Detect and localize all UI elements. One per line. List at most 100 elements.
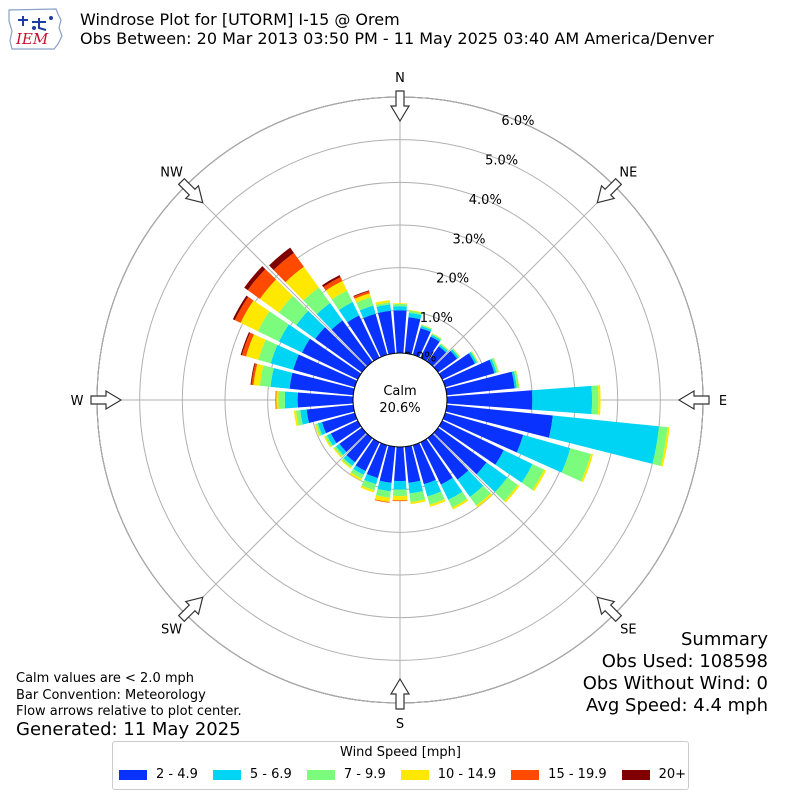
windrose-bar-segment	[326, 433, 337, 446]
windrose-bar-segment	[375, 300, 391, 305]
legend-item: 10 - 14.9	[400, 767, 497, 782]
bar-convention-note: Bar Convention: Meteorology	[16, 688, 206, 703]
windrose-bar-segment	[303, 287, 331, 315]
windrose-bar-segment	[276, 390, 279, 410]
windrose-bar-segment	[363, 313, 388, 358]
grid-spoke	[432, 432, 615, 615]
legend-item: 5 - 6.9	[212, 767, 292, 782]
windrose-bar-segment	[427, 346, 447, 367]
windrose-bar-segment	[374, 499, 390, 503]
legend-item: 15 - 19.9	[511, 767, 607, 782]
windrose-bar-segment	[446, 390, 533, 410]
windrose-bar-segment	[476, 493, 493, 508]
grid-spoke	[185, 432, 368, 615]
legend-swatch	[306, 769, 335, 780]
windrose-bar-segment	[597, 385, 601, 415]
flow-arrow-icon	[389, 90, 411, 123]
windrose-bar-segment	[375, 488, 391, 498]
windrose-bar-segment	[476, 462, 508, 493]
windrose-bar-segment	[495, 450, 533, 483]
logo-text: IEM	[16, 30, 49, 48]
legend-label: 10 - 14.9	[437, 767, 497, 782]
chart-title: Windrose Plot for [UTORM] I-15 @ Orem	[80, 10, 400, 29]
windrose-bar-segment	[300, 409, 309, 425]
windrose-bar-segment	[521, 464, 545, 490]
windrose-bar-segment	[353, 290, 370, 297]
flow-arrow-icon	[90, 389, 123, 411]
windrose-bar-segment	[330, 420, 362, 444]
windrose-bar-segment	[270, 368, 293, 389]
windrose-bar-segment	[392, 489, 408, 497]
windrose-bar-segment	[257, 311, 289, 342]
windrose-bar-segment	[408, 312, 422, 320]
windrose-bar-segment	[410, 499, 426, 505]
windrose-bar-segment	[366, 442, 388, 479]
windrose-bar-segment	[439, 343, 449, 352]
windrose-bar-segment	[429, 499, 446, 507]
windrose-bar-segment	[515, 370, 520, 388]
windrose-bar-segment	[322, 275, 341, 288]
windrose-bar-segment	[392, 303, 408, 305]
windrose-bar-segment	[445, 404, 553, 438]
windrose-bar-segment	[258, 339, 278, 364]
windrose-bar-segment	[269, 247, 294, 270]
windrose-bar-segment	[270, 344, 299, 370]
windrose-bar-segment	[289, 372, 355, 396]
windrose-bar-segment	[393, 306, 407, 311]
summary-obs-used: Obs Used: 108598	[601, 651, 768, 672]
windrose-bar-segment	[251, 363, 258, 386]
iem-logo-graphic	[8, 8, 63, 50]
windrose-bar-segment	[427, 433, 469, 480]
calm-circle	[352, 352, 448, 448]
windrose-bar-segment	[392, 500, 408, 502]
windrose-bar-segment	[343, 455, 356, 466]
windrose-bar-segment	[581, 454, 594, 483]
legend-item: 2 - 4.9	[119, 767, 198, 782]
windrose-bar-segment	[275, 390, 277, 410]
flow-arrow-icon	[596, 177, 623, 204]
summary-title: Summary	[681, 629, 768, 650]
windrose-bar-segment	[421, 324, 433, 329]
windrose-bar-segment	[253, 363, 264, 386]
windrose-bar-segment	[468, 351, 477, 364]
radial-tick-label: 2.0%	[436, 272, 469, 287]
windrose-bar-segment	[504, 484, 520, 503]
windrose-bar-segment	[350, 468, 364, 479]
legend-items: 2 - 4.9 5 - 6.9 7 - 9.9 10 - 14.9 15 - 1…	[119, 767, 701, 782]
radial-tick-label: 4.0%	[469, 193, 502, 208]
grid-spoke	[185, 185, 368, 368]
windrose-bar-segment	[423, 479, 442, 497]
windrose-bar-segment	[448, 491, 468, 508]
windrose-bar-segment	[491, 357, 499, 373]
windrose-bar-segment	[234, 296, 254, 323]
windrose-bar-segment	[445, 371, 515, 396]
windrose-bar-segment	[245, 334, 266, 360]
radial-tick-label: 1.0%	[420, 311, 453, 326]
windrose-bar-segment	[452, 498, 469, 510]
windrose-bar-segment	[457, 470, 484, 497]
windrose-bar-segment	[591, 385, 599, 415]
flow-arrow-icon	[677, 389, 710, 411]
windrose-bar-segment	[259, 365, 274, 387]
windrose-bar-segment	[409, 309, 423, 314]
windrose-bar-segment	[335, 443, 347, 456]
windrose-bar-segment	[338, 301, 360, 323]
direction-label: NW	[160, 166, 183, 181]
windrose-bar-segment	[408, 310, 422, 316]
windrose-bar-segment	[469, 485, 491, 506]
windrose-bar-segment	[341, 458, 353, 468]
windrose-bar-segment	[293, 410, 299, 427]
windrose-bar-segment	[278, 295, 309, 326]
windrose-bar-segment	[511, 371, 517, 389]
windrose-bar-segment	[420, 336, 440, 362]
windrose-bar-segment	[375, 302, 391, 307]
windrose-bar-segment	[356, 297, 374, 311]
windrose-bar-segment	[430, 334, 441, 342]
windrose-bar-segment	[376, 304, 391, 314]
windrose-bar-segment	[331, 320, 373, 367]
flow-arrow-icon	[177, 596, 204, 623]
windrose-bar-segment	[440, 477, 463, 500]
windrose-bar-segment	[361, 479, 377, 491]
windrose-bar-segment	[296, 310, 326, 339]
speed-legend: Wind Speed [mph] 2 - 4.9 5 - 6.9 7 - 9.9…	[112, 741, 689, 790]
